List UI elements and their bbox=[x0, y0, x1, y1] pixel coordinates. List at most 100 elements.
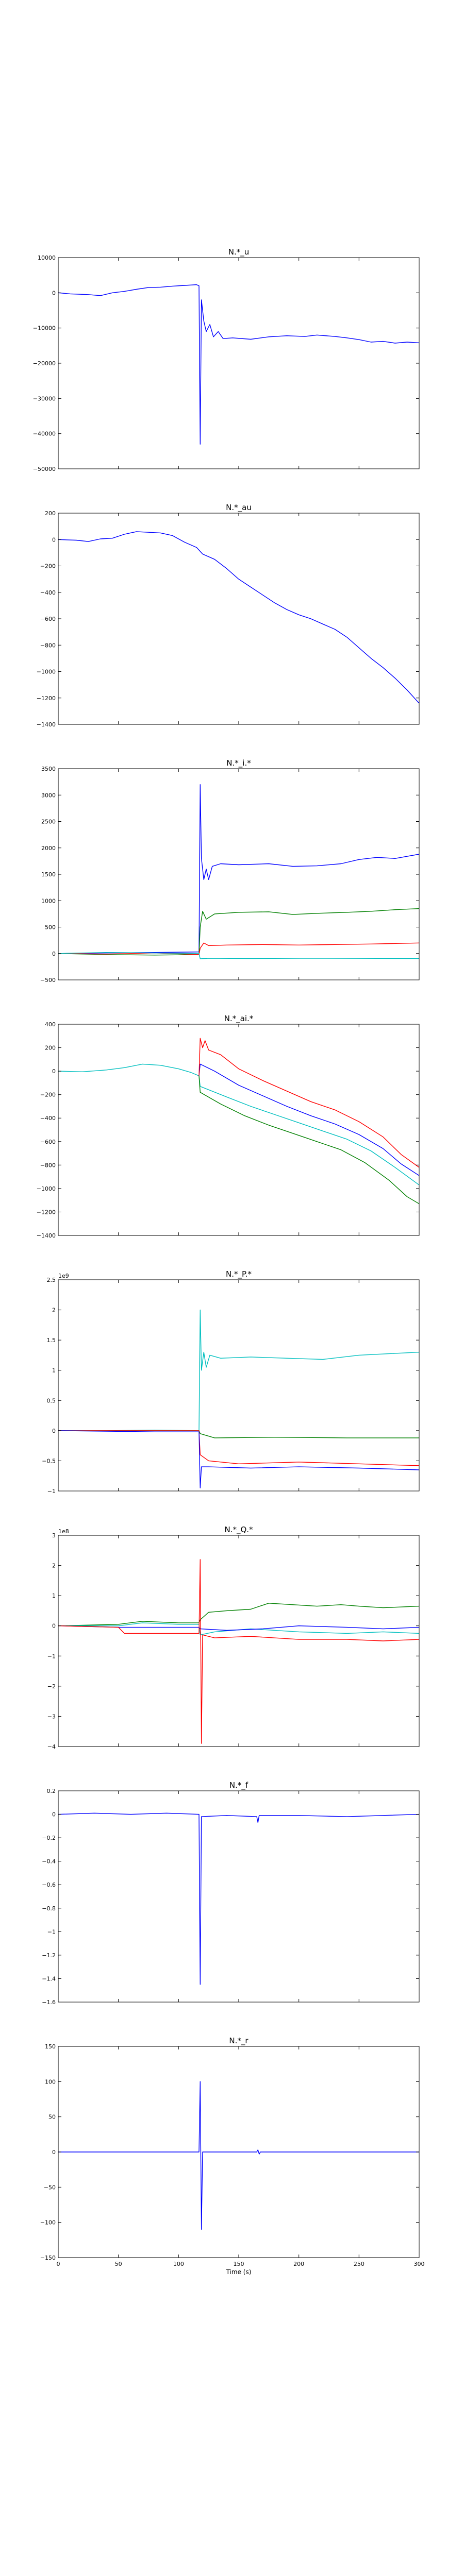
y-tick-label: 1500 bbox=[41, 871, 56, 878]
series-line-1 bbox=[58, 284, 419, 445]
series-line-1 bbox=[58, 1603, 419, 1626]
panel-5: N.*_P.* 1e9 −1 −0.5 0 0.5 1 1.5 2 2.5 bbox=[42, 1269, 420, 1495]
series-line-2 bbox=[58, 1430, 419, 1438]
plot-frame bbox=[58, 513, 420, 725]
y-tick-label: 100 bbox=[45, 2078, 56, 2085]
y-tick-label: −30000 bbox=[33, 395, 56, 402]
y-tick-label: −0.4 bbox=[42, 1858, 56, 1865]
series-line-3 bbox=[58, 1625, 419, 1631]
y-tick-label: −200 bbox=[40, 1092, 56, 1098]
y-tick-label: 2.5 bbox=[47, 1277, 56, 1283]
y-tick-label: −400 bbox=[40, 589, 56, 596]
y-tick-label: −10000 bbox=[33, 325, 56, 332]
y-tick-label: 3 bbox=[52, 1532, 56, 1539]
series-line-3 bbox=[198, 1038, 419, 1168]
panel-4: N.*_ai.* −1400 −1200 −1000 −800 −600 −400 −200 0… bbox=[37, 1014, 420, 1239]
y-tick-label: −1 bbox=[47, 1653, 56, 1659]
y-tick-label: −1 bbox=[47, 1928, 56, 1935]
plot-frame bbox=[58, 768, 420, 980]
y-tick-label: 1000 bbox=[41, 897, 56, 904]
y-tick-label: 1.5 bbox=[47, 1337, 56, 1344]
y-tick-label: 0 bbox=[52, 1068, 56, 1075]
y-tick-label: −1000 bbox=[37, 1185, 56, 1192]
x-axis-label: Time (s) bbox=[226, 2268, 252, 2276]
y-tick-label: 2500 bbox=[41, 819, 56, 825]
y-tick-label: −800 bbox=[40, 642, 56, 649]
x-tick-label: 300 bbox=[414, 2261, 425, 2267]
plot-frame bbox=[58, 1279, 420, 1492]
panel-title: N.*_P.* bbox=[226, 1269, 252, 1279]
y-tick-label: −1 bbox=[47, 1488, 56, 1495]
y-tick-label: −4 bbox=[47, 1743, 56, 1750]
x-tick-label: 250 bbox=[354, 2261, 364, 2267]
series-line-1 bbox=[58, 784, 419, 954]
series-line-4 bbox=[58, 1559, 419, 1744]
y-tick-label: −1.2 bbox=[42, 1952, 56, 1959]
panel-title: N.*_f bbox=[229, 1781, 248, 1790]
y-tick-label: 400 bbox=[45, 1021, 56, 1028]
y-tick-label: −0.5 bbox=[42, 1458, 56, 1464]
x-tick-label: 50 bbox=[115, 2261, 122, 2267]
y-tick-label: 200 bbox=[45, 1045, 56, 1052]
y-tick-label: −1200 bbox=[37, 695, 56, 702]
y-tick-label: 2 bbox=[52, 1307, 56, 1314]
series-line-2 bbox=[58, 1622, 419, 1635]
y-tick-label: 3500 bbox=[41, 766, 56, 772]
panel-title: N.*_i.* bbox=[226, 758, 251, 768]
panel-title: N.*_ai.* bbox=[224, 1014, 254, 1024]
y-tick-label: 10000 bbox=[38, 255, 56, 261]
y-tick-label: −200 bbox=[40, 563, 56, 570]
y-tick-label: −600 bbox=[40, 616, 56, 622]
y-tick-label: −400 bbox=[40, 1115, 56, 1122]
panel-3: N.*_i.* −500 0 500 1000 1500 2000 2500 3000 3500 bbox=[40, 758, 420, 984]
series-line-2 bbox=[198, 1063, 419, 1176]
panel-title: N.*_au bbox=[226, 503, 252, 513]
series-line-4 bbox=[58, 1430, 419, 1488]
panel-7: N.*_f −1.6 −1.4 −1.2 −1 −0.8 −0.6 −0.4 −0.2 0 0.2 bbox=[42, 1781, 420, 2006]
y-tick-label: 0.5 bbox=[47, 1397, 56, 1404]
y-tick-label: 200 bbox=[45, 510, 56, 517]
x-tick-label: 100 bbox=[173, 2261, 184, 2267]
y-tick-label: −150 bbox=[40, 2255, 56, 2261]
y-tick-label: 0 bbox=[52, 2149, 56, 2156]
x-tick-label: 0 bbox=[57, 2261, 60, 2267]
y-tick-label: −1000 bbox=[37, 669, 56, 675]
panel-1: N.*_u −50000 −40000 −30000 −20000 −10000 0 1000… bbox=[33, 247, 420, 472]
y-tick-label: −1400 bbox=[37, 721, 56, 728]
y-tick-label: 0 bbox=[52, 536, 56, 543]
y-tick-label: 150 bbox=[45, 2043, 56, 2050]
y-tick-label: 1 bbox=[52, 1592, 56, 1599]
series-line-1 bbox=[58, 2081, 419, 2230]
y-tick-label: −40000 bbox=[33, 431, 56, 437]
y-tick-label: −1.6 bbox=[42, 1999, 56, 2006]
series-line-1 bbox=[58, 531, 419, 704]
panel-2: N.*_au −1400 −1200 −1000 −800 −600 −400 −200 0 20… bbox=[37, 503, 420, 728]
y-tick-label: −50000 bbox=[33, 466, 56, 472]
y-tick-label: 0 bbox=[52, 1811, 56, 1818]
y-tick-label: −1400 bbox=[37, 1232, 56, 1239]
plot-frame bbox=[58, 1535, 420, 1747]
y-tick-label: −800 bbox=[40, 1162, 56, 1168]
y-tick-label: −600 bbox=[40, 1139, 56, 1145]
x-tick-label: 150 bbox=[234, 2261, 244, 2267]
y-tick-label: 0 bbox=[52, 1623, 56, 1630]
y-tick-label: −0.8 bbox=[42, 1905, 56, 1912]
y-tick-label: 1 bbox=[52, 1367, 56, 1374]
y-tick-label: 0 bbox=[52, 290, 56, 296]
plot-frame bbox=[58, 257, 420, 469]
y-tick-label: −0.2 bbox=[42, 1835, 56, 1841]
plot-frame bbox=[58, 1790, 420, 2003]
series-line-4 bbox=[58, 952, 419, 959]
series-line-1 bbox=[58, 1812, 419, 1985]
y-tick-label: 0.2 bbox=[47, 1788, 56, 1794]
y-tick-label: 2 bbox=[52, 1563, 56, 1569]
y-tick-label: −1200 bbox=[37, 1209, 56, 1215]
y-tick-label: 0 bbox=[52, 951, 56, 957]
axis-offset-label: 1e8 bbox=[58, 1528, 69, 1535]
panel-title: N.*_u bbox=[228, 247, 250, 257]
y-tick-label: −20000 bbox=[33, 360, 56, 367]
series-line-2 bbox=[58, 908, 419, 956]
y-tick-label: −3 bbox=[47, 1713, 56, 1720]
series-line-4 bbox=[198, 1076, 419, 1205]
